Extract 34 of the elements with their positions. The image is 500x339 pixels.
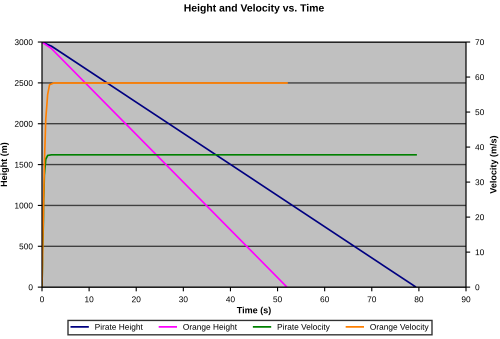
legend-label: Orange Velocity	[370, 324, 429, 332]
y2-tick-label: 60	[475, 74, 484, 80]
x-tick-label: 0	[40, 296, 44, 302]
x-tick-label: 70	[368, 296, 376, 302]
x-tick-label: 40	[226, 296, 235, 302]
y-tick-label: 0	[28, 284, 33, 290]
y2-axis-title: Velocity (m/s)	[490, 136, 498, 194]
y2-tick-label: 30	[475, 179, 484, 186]
x-axis-title: Time (s)	[236, 306, 271, 316]
y-axis-title: Height (m)	[0, 142, 9, 186]
y2-tick-label: 20	[475, 214, 484, 220]
y2-tick-label: 10	[476, 249, 484, 256]
legend-label: Pirate Height	[95, 324, 143, 332]
y-tick-label: 2000	[14, 120, 33, 127]
x-tick-label: 60	[320, 296, 329, 302]
y2-tick-label: 0	[475, 284, 480, 290]
x-tick-label: 50	[273, 296, 282, 302]
legend-label: Pirate Velocity	[278, 324, 330, 332]
y2-tick-label: 40	[475, 144, 484, 150]
y2-tick-label: 50	[475, 109, 484, 116]
x-tick-label: 30	[179, 296, 188, 302]
chart-title: Height and Velocity vs. Time	[184, 4, 324, 14]
y-tick-label: 2500	[14, 80, 33, 86]
x-tick-label: 20	[132, 296, 141, 302]
line-series	[42, 82, 288, 288]
y-tick-label: 500	[19, 243, 33, 250]
y-tick-label: 3000	[14, 39, 33, 46]
y-tick-label: 1500	[15, 162, 33, 168]
y2-tick-label: 70	[475, 39, 484, 46]
x-tick-label: 90	[462, 296, 470, 302]
x-tick-label: 80	[414, 296, 424, 302]
x-tick-label: 10	[85, 296, 94, 302]
y-tick-label: 1000	[15, 202, 33, 209]
legend-label: Orange Height	[183, 324, 237, 332]
